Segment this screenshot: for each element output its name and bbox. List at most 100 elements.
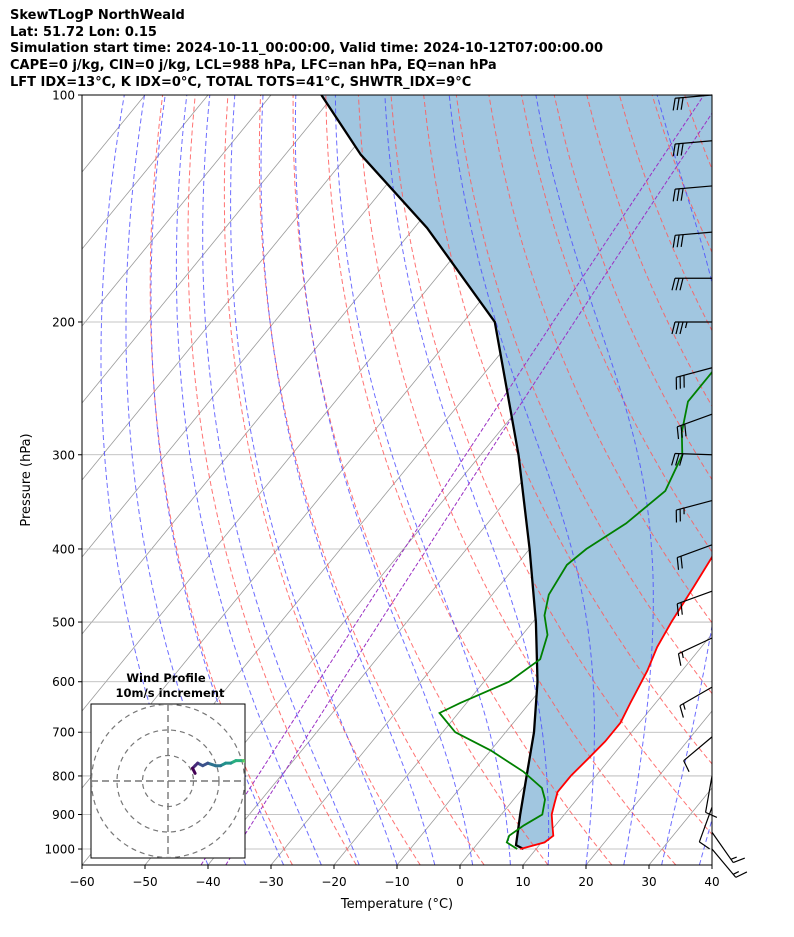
wind-barb (676, 590, 713, 617)
moist-adiabat (260, 95, 436, 865)
barb-feather (699, 841, 710, 850)
y-tick-label: 500 (52, 616, 75, 630)
moist-adiabat-lines (100, 95, 794, 865)
cape-cin-levels: CAPE=0 j/kg, CIN=0 j/kg, LCL=988 hPa, LF… (10, 58, 497, 74)
wind-barbs (671, 94, 748, 878)
hodograph-ring (91, 704, 245, 858)
barb-staff (683, 736, 713, 762)
wind-barb (683, 736, 713, 773)
barb-feather (676, 557, 680, 570)
x-tick-label: −40 (195, 875, 220, 889)
dry-adiabat (223, 95, 421, 865)
wind-barb (711, 831, 745, 864)
hodograph (91, 704, 258, 858)
barb-feather (676, 603, 680, 617)
wind-barb (677, 637, 713, 666)
barb-staff (711, 831, 734, 863)
barb-feather (680, 425, 683, 438)
dry-adiabat (488, 95, 712, 624)
isotherm (82, 95, 398, 481)
barb-feather (676, 234, 680, 248)
wind-barb (672, 231, 713, 248)
wind-barb (672, 94, 713, 111)
barb-feather (684, 321, 688, 329)
barb-feather (671, 453, 676, 466)
wind-profile-subtitle: 10m/s increment (116, 686, 225, 700)
x-tick-label: 20 (578, 875, 593, 889)
barb-feather (672, 143, 676, 157)
barb-feather (680, 234, 684, 247)
wind-barb (675, 367, 713, 390)
barb-feather (676, 97, 680, 111)
barb-feather (671, 321, 676, 335)
station-title: SkewTLogP NorthWeald (10, 8, 185, 23)
x-tick-label: −60 (69, 875, 94, 889)
barb-staff (675, 94, 713, 99)
barb-feather (675, 453, 680, 466)
isotherm (82, 95, 83, 96)
barb-feather (680, 556, 683, 569)
isotherm (775, 95, 794, 865)
station-coordinates: Lat: 51.72 Lon: 0.15 (10, 24, 157, 40)
hodograph-ring (141, 754, 195, 808)
barb-feather (680, 602, 683, 615)
barb-feather (684, 423, 687, 437)
wind-profile-title: Wind Profile (126, 671, 206, 685)
dry-adiabat (357, 95, 677, 865)
y-tick-label: 600 (52, 675, 75, 689)
isotherm (396, 479, 712, 865)
y-axis-label: Pressure (hPa) (19, 433, 34, 526)
y-tick-label: 1000 (44, 843, 75, 857)
stability-indices: LFT IDX=13°C, K IDX=0°C, TOTAL TOTS=41°C… (10, 74, 472, 90)
y-tick-label: 300 (52, 448, 75, 462)
cape-fill-area (321, 95, 712, 849)
barb-feather (735, 871, 748, 878)
barb-feather (676, 143, 680, 156)
moist-adiabat (737, 95, 794, 865)
temperature-line (520, 554, 712, 850)
barb-feather (680, 188, 684, 201)
hodograph-segment (254, 768, 258, 771)
barb-staff (676, 499, 713, 511)
moist-adiabat (384, 95, 550, 865)
x-tick-label: −20 (321, 875, 346, 889)
hodograph-ring (116, 729, 220, 833)
barb-staff (698, 806, 713, 843)
moist-adiabat (230, 95, 398, 865)
barb-staff (677, 590, 713, 605)
x-tick-label: 40 (704, 875, 719, 889)
barb-staff (676, 367, 713, 378)
moist-adiabat (535, 95, 654, 865)
barb-staff (675, 140, 713, 145)
barb-feather (679, 321, 684, 335)
isotherm (522, 633, 712, 865)
barb-feather (679, 705, 684, 718)
barb-staff (679, 686, 713, 707)
dry-adiabat (455, 95, 712, 695)
barb-feather (705, 811, 718, 818)
wind-barb (698, 806, 713, 850)
barb-feather (680, 97, 684, 110)
moist-adiabat (656, 95, 712, 865)
x-tick-label: 0 (456, 875, 464, 889)
plot-area (0, 95, 794, 865)
x-tick-label: −50 (132, 875, 157, 889)
isotherm (82, 95, 524, 635)
isotherm (0, 95, 19, 865)
moist-adiabat (150, 95, 285, 865)
chart-header: SkewTLogP NorthWeald Lat: 51.72 Lon: 0.1… (10, 8, 603, 92)
barb-feather (732, 871, 740, 875)
dry-adiabat (149, 95, 293, 865)
wind-barb (671, 321, 712, 335)
wind-barb (704, 775, 718, 818)
isotherm (82, 95, 461, 558)
barb-feather (679, 453, 684, 466)
barb-staff (711, 848, 737, 878)
barb-feather (680, 143, 684, 156)
isotherm (711, 864, 712, 865)
dry-adiabat (390, 95, 712, 836)
moist-adiabat (175, 95, 322, 865)
barb-feather (672, 98, 676, 111)
cape-fill (321, 95, 712, 849)
barb-feather (683, 760, 690, 773)
